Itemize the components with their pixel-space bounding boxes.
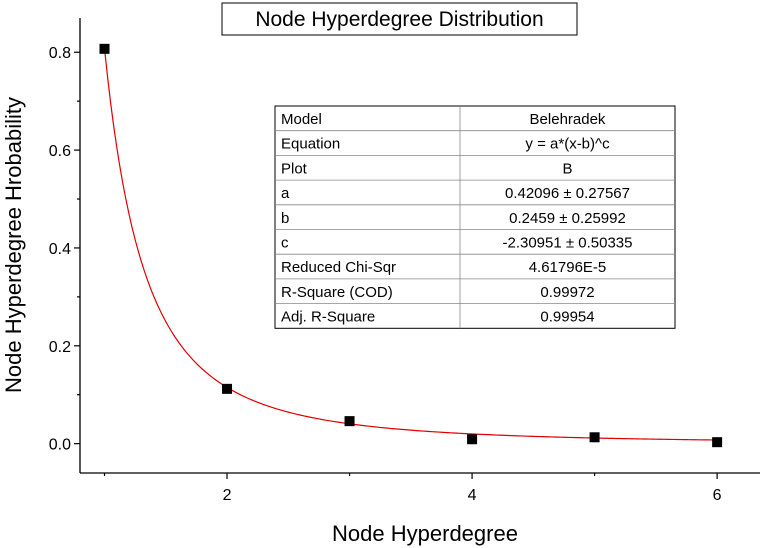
fit-table-value: 0.2459 ± 0.25992 [509, 210, 626, 227]
fit-table-key: R-Square (COD) [281, 284, 393, 301]
chart-title: Node Hyperdegree Distribution [255, 8, 543, 31]
chart-title-box: Node Hyperdegree Distribution [221, 2, 578, 36]
fit-table-key: Adj. R-Square [281, 309, 375, 326]
data-point [712, 437, 723, 448]
fit-table-value: -2.30951 ± 0.50335 [502, 235, 632, 252]
x-ticks: 2 4 6 [103, 473, 722, 504]
fit-table-value: 0.99972 [540, 284, 594, 301]
data-point [344, 416, 355, 427]
data-point [222, 383, 233, 394]
fit-table-value: 4.61796E-5 [529, 259, 607, 276]
fit-table-value: 0.42096 ± 0.27567 [505, 185, 630, 202]
x-tick-label: 2 [223, 487, 232, 504]
y-ticks: 0.0 0.2 0.4 0.6 0.8 [49, 45, 80, 454]
y-tick-label: 0.0 [49, 437, 71, 454]
fit-table-value: B [562, 160, 572, 177]
fit-table-value: 0.99954 [540, 309, 594, 326]
fit-table-key: Reduced Chi-Sqr [281, 259, 396, 276]
x-axis-label: Node Hyperdegree [332, 521, 518, 546]
data-point [99, 43, 110, 54]
fit-table-value: y = a*(x-b)^c [525, 136, 610, 153]
data-point [467, 434, 478, 445]
y-tick-label: 0.8 [49, 45, 71, 62]
fit-table-value: Belehradek [530, 111, 606, 128]
y-tick-label: 0.4 [49, 241, 71, 258]
y-tick-label: 0.2 [49, 339, 71, 356]
fit-table-key: Plot [281, 160, 308, 177]
fit-table-key: b [281, 210, 289, 227]
fit-curve [103, 48, 718, 441]
fit-table-key: a [281, 185, 290, 202]
fit-table-key: Model [281, 111, 322, 128]
data-point [589, 432, 600, 443]
fit-table-key: c [281, 235, 289, 252]
x-tick-label: 6 [713, 487, 722, 504]
y-axis-label: Node Hyperdegree Hrobability [1, 97, 26, 393]
y-tick-label: 0.6 [49, 143, 71, 160]
x-tick-label: 4 [468, 487, 477, 504]
data-points [99, 43, 723, 448]
fit-table-key: Equation [281, 136, 340, 153]
fit-table-border [274, 105, 676, 329]
fit-table: Model Belehradek Equation y = a*(x-b)^c Plot… [274, 105, 676, 329]
